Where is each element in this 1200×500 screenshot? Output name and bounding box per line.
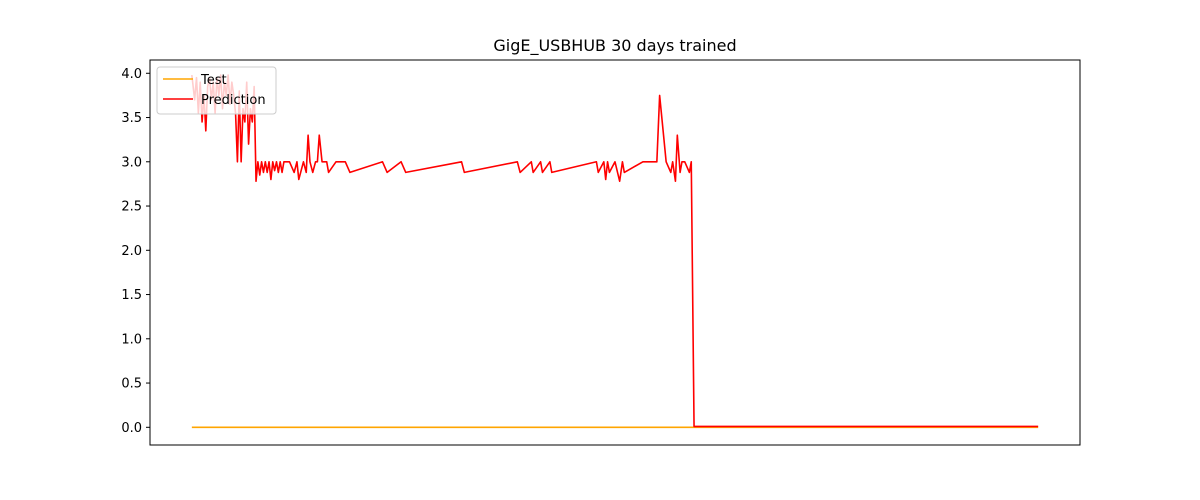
plot-frame: [149, 59, 1081, 446]
y-tick-label: 0.5: [121, 377, 142, 392]
y-tick-label: 1.0: [121, 332, 142, 347]
y-tick-label: 2.0: [121, 244, 142, 259]
legend-label-test: Test: [200, 73, 227, 88]
y-tick-label: 2.5: [121, 200, 142, 215]
y-tick-label: 3.5: [121, 111, 142, 126]
y-tick-label: 4.0: [121, 67, 142, 82]
legend-label-prediction: Prediction: [201, 93, 266, 108]
y-tick-label: 0.0: [121, 421, 142, 436]
y-tick-label: 1.5: [121, 288, 142, 303]
y-axis: 0.0 0.5 1.0 1.5 2.0 2.5 3.0 3.5 4.0: [121, 67, 150, 436]
y-tick-label: 3.0: [121, 155, 142, 170]
plot-area: [149, 59, 1081, 446]
chart-title: GigE_USBHUB 30 days trained: [493, 36, 736, 56]
legend: Test Prediction: [156, 66, 277, 115]
